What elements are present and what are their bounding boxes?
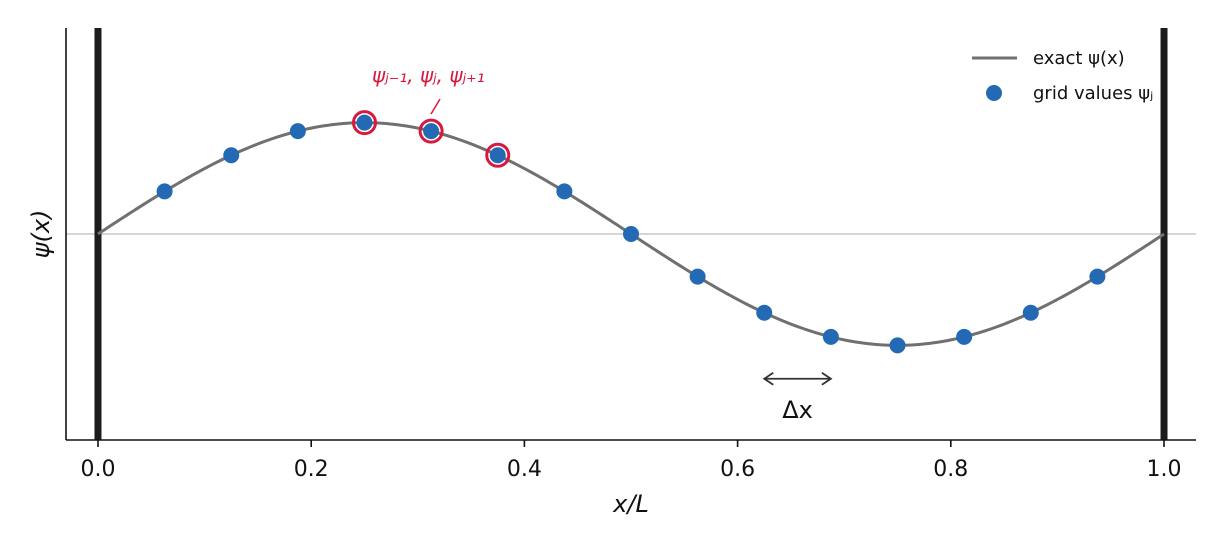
grid-point-12 (956, 328, 973, 345)
legend-marker-swatch (986, 85, 1002, 101)
x-ticks: 0.0 0.2 0.4 0.6 0.8 1.0 (80, 440, 1182, 482)
x-tick-label-1: 0.2 (294, 457, 329, 482)
x-tick-label-2: 0.4 (507, 457, 542, 482)
grid-point-7 (623, 226, 639, 242)
delta-x-arrowhead-left (762, 372, 774, 386)
legend-entry-exact: exact ψ(x) (1033, 48, 1125, 69)
legend-entry-grid: grid values ψⱼ (1033, 83, 1153, 104)
highlight-annotation-leader (430, 98, 441, 115)
grid-point-11 (889, 337, 906, 354)
grid-point-3 (356, 114, 373, 131)
grid-point-6 (556, 183, 573, 200)
delta-x-annotation: Δx (762, 372, 833, 424)
highlight-annotation-label: ψⱼ₋₁, ψⱼ, ψⱼ₊₁ (372, 63, 485, 87)
x-tick-label-0: 0.0 (80, 457, 115, 482)
x-tick-label-5: 1.0 (1147, 457, 1182, 482)
delta-x-arrowhead-right (821, 372, 833, 386)
delta-x-label: Δx (782, 396, 813, 424)
grid-point-4 (423, 123, 440, 140)
x-tick-label-4: 0.8 (933, 457, 968, 482)
grid-point-9 (756, 304, 773, 321)
highlight-ring-1 (418, 118, 444, 144)
highlight-ring-0 (351, 110, 377, 136)
grid-point-0 (156, 183, 173, 200)
x-tick-label-3: 0.6 (720, 457, 755, 482)
grid-point-10 (822, 328, 839, 345)
grid-point-8 (689, 268, 706, 285)
grid-point-5 (489, 147, 506, 164)
grid-point-1 (223, 147, 240, 164)
grid-point-2 (289, 123, 306, 140)
plot-area (66, 28, 1196, 440)
grid-point-13 (1022, 304, 1039, 321)
x-axis-label: x/L (612, 490, 649, 518)
axes: 0.0 0.2 0.4 0.6 0.8 1.0 (65, 28, 1196, 482)
grid-point-14 (1089, 268, 1106, 285)
highlight-ring-2 (485, 142, 511, 168)
y-axis-label: ψ(x) (27, 210, 55, 259)
legend: exact ψ(x) grid values ψⱼ (972, 48, 1153, 104)
